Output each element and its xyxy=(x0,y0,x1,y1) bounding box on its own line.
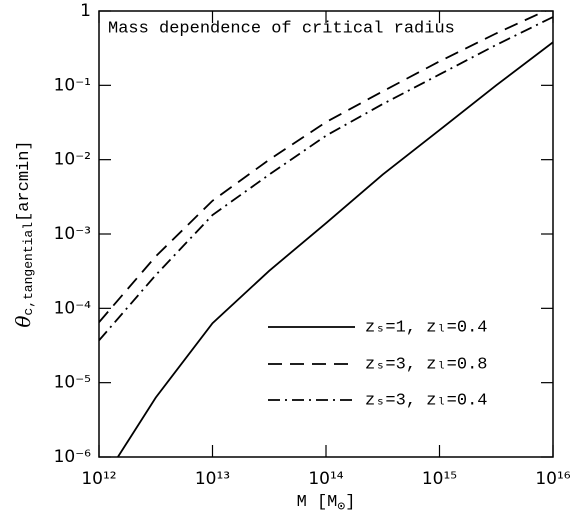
y-tick-label: 10⁻² xyxy=(54,150,91,170)
series-line xyxy=(116,41,553,457)
x-tick-label: 10¹² xyxy=(81,469,116,489)
series-line xyxy=(99,11,548,323)
y-tick-label: 10⁻³ xyxy=(54,224,91,244)
x-label-sub: ⊙ xyxy=(337,499,345,514)
legend-label: zₛ=1, zₗ=0.4 xyxy=(365,318,488,337)
y-tick-label: 10⁻⁴ xyxy=(54,298,92,318)
x-label-close: ] xyxy=(345,493,355,512)
y-label-unit: [arcmin] xyxy=(15,140,34,222)
y-axis-label: θc,tangential[arcmin] xyxy=(11,140,37,327)
x-tick-label: 10¹⁵ xyxy=(422,469,457,489)
y-tick-label: 10⁻⁵ xyxy=(54,373,91,393)
series-line xyxy=(99,16,553,342)
x-tick-label: 10¹⁴ xyxy=(308,469,343,489)
plot-area xyxy=(99,11,553,457)
x-label-text: M [M xyxy=(297,493,338,512)
y-tick-label: 1 xyxy=(80,1,91,21)
x-tick-label: 10¹⁶ xyxy=(535,469,570,489)
x-tick-label: 10¹³ xyxy=(195,469,230,489)
x-axis-label: M [M⊙] xyxy=(297,493,356,514)
legend-label: zₛ=3, zₗ=0.4 xyxy=(365,391,488,410)
y-label-symbol: θ xyxy=(11,316,35,328)
plot-frame xyxy=(98,10,554,458)
legend-label: zₛ=3, zₗ=0.8 xyxy=(365,355,488,374)
y-tick-label: 10⁻¹ xyxy=(54,75,91,95)
y-tick-label: 10⁻⁶ xyxy=(54,447,92,467)
chart-title: Mass dependence of critical radius xyxy=(108,19,455,38)
y-label-sub: c,tangential xyxy=(21,222,36,316)
